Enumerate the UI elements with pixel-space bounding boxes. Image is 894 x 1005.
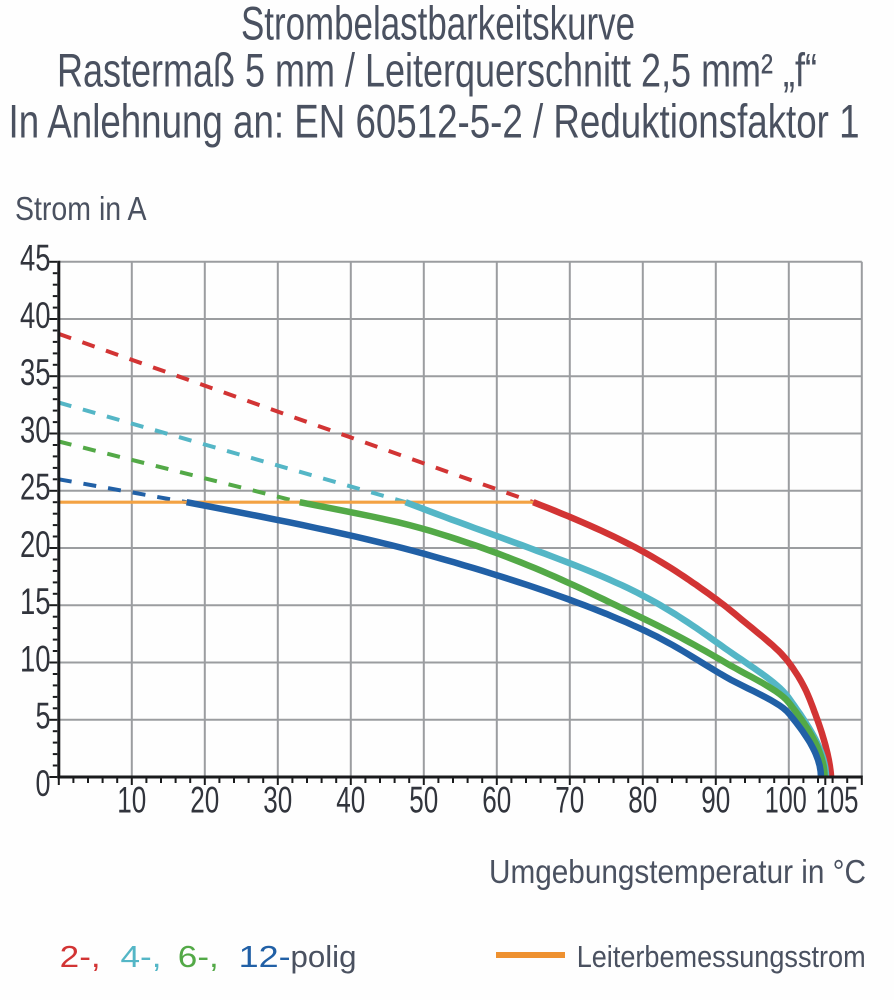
svg-text:5: 5 <box>36 696 51 737</box>
svg-text:10: 10 <box>117 780 146 821</box>
svg-text:6-,: 6-, <box>178 939 219 974</box>
svg-text:40: 40 <box>336 780 365 821</box>
svg-text:80: 80 <box>628 780 657 821</box>
svg-text:50: 50 <box>409 780 438 821</box>
svg-text:90: 90 <box>701 780 730 821</box>
svg-text:25: 25 <box>20 467 51 508</box>
svg-text:60: 60 <box>482 780 511 821</box>
svg-text:Umgebungstemperatur in °C: Umgebungstemperatur in °C <box>489 853 866 890</box>
svg-text:20: 20 <box>190 780 219 821</box>
svg-text:12-: 12- <box>239 939 291 974</box>
svg-text:100: 100 <box>765 780 807 821</box>
svg-text:0: 0 <box>36 763 51 804</box>
svg-text:30: 30 <box>20 409 51 450</box>
svg-text:20: 20 <box>20 524 51 565</box>
svg-text:4-,: 4-, <box>121 939 162 974</box>
svg-text:70: 70 <box>555 780 584 821</box>
svg-text:Rastermaß 5 mm / Leiterquersch: Rastermaß 5 mm / Leiterquerschnitt 2,5 m… <box>57 44 817 97</box>
svg-text:Strom in A: Strom in A <box>15 190 147 227</box>
svg-text:40: 40 <box>20 295 51 336</box>
svg-text:Strombelastbarkeitskurve: Strombelastbarkeitskurve <box>241 0 635 49</box>
svg-text:15: 15 <box>20 581 51 622</box>
svg-text:polig: polig <box>291 939 357 974</box>
svg-text:In Anlehnung an: EN 60512-5-2: In Anlehnung an: EN 60512-5-2 / Reduktio… <box>9 94 860 147</box>
svg-text:105: 105 <box>816 780 859 821</box>
svg-text:35: 35 <box>20 352 51 393</box>
svg-text:45: 45 <box>20 238 51 279</box>
svg-text:Leiterbemessungsstrom: Leiterbemessungsstrom <box>577 939 866 974</box>
svg-text:30: 30 <box>263 780 292 821</box>
svg-text:10: 10 <box>20 638 51 679</box>
svg-text:2-,: 2-, <box>60 939 101 974</box>
